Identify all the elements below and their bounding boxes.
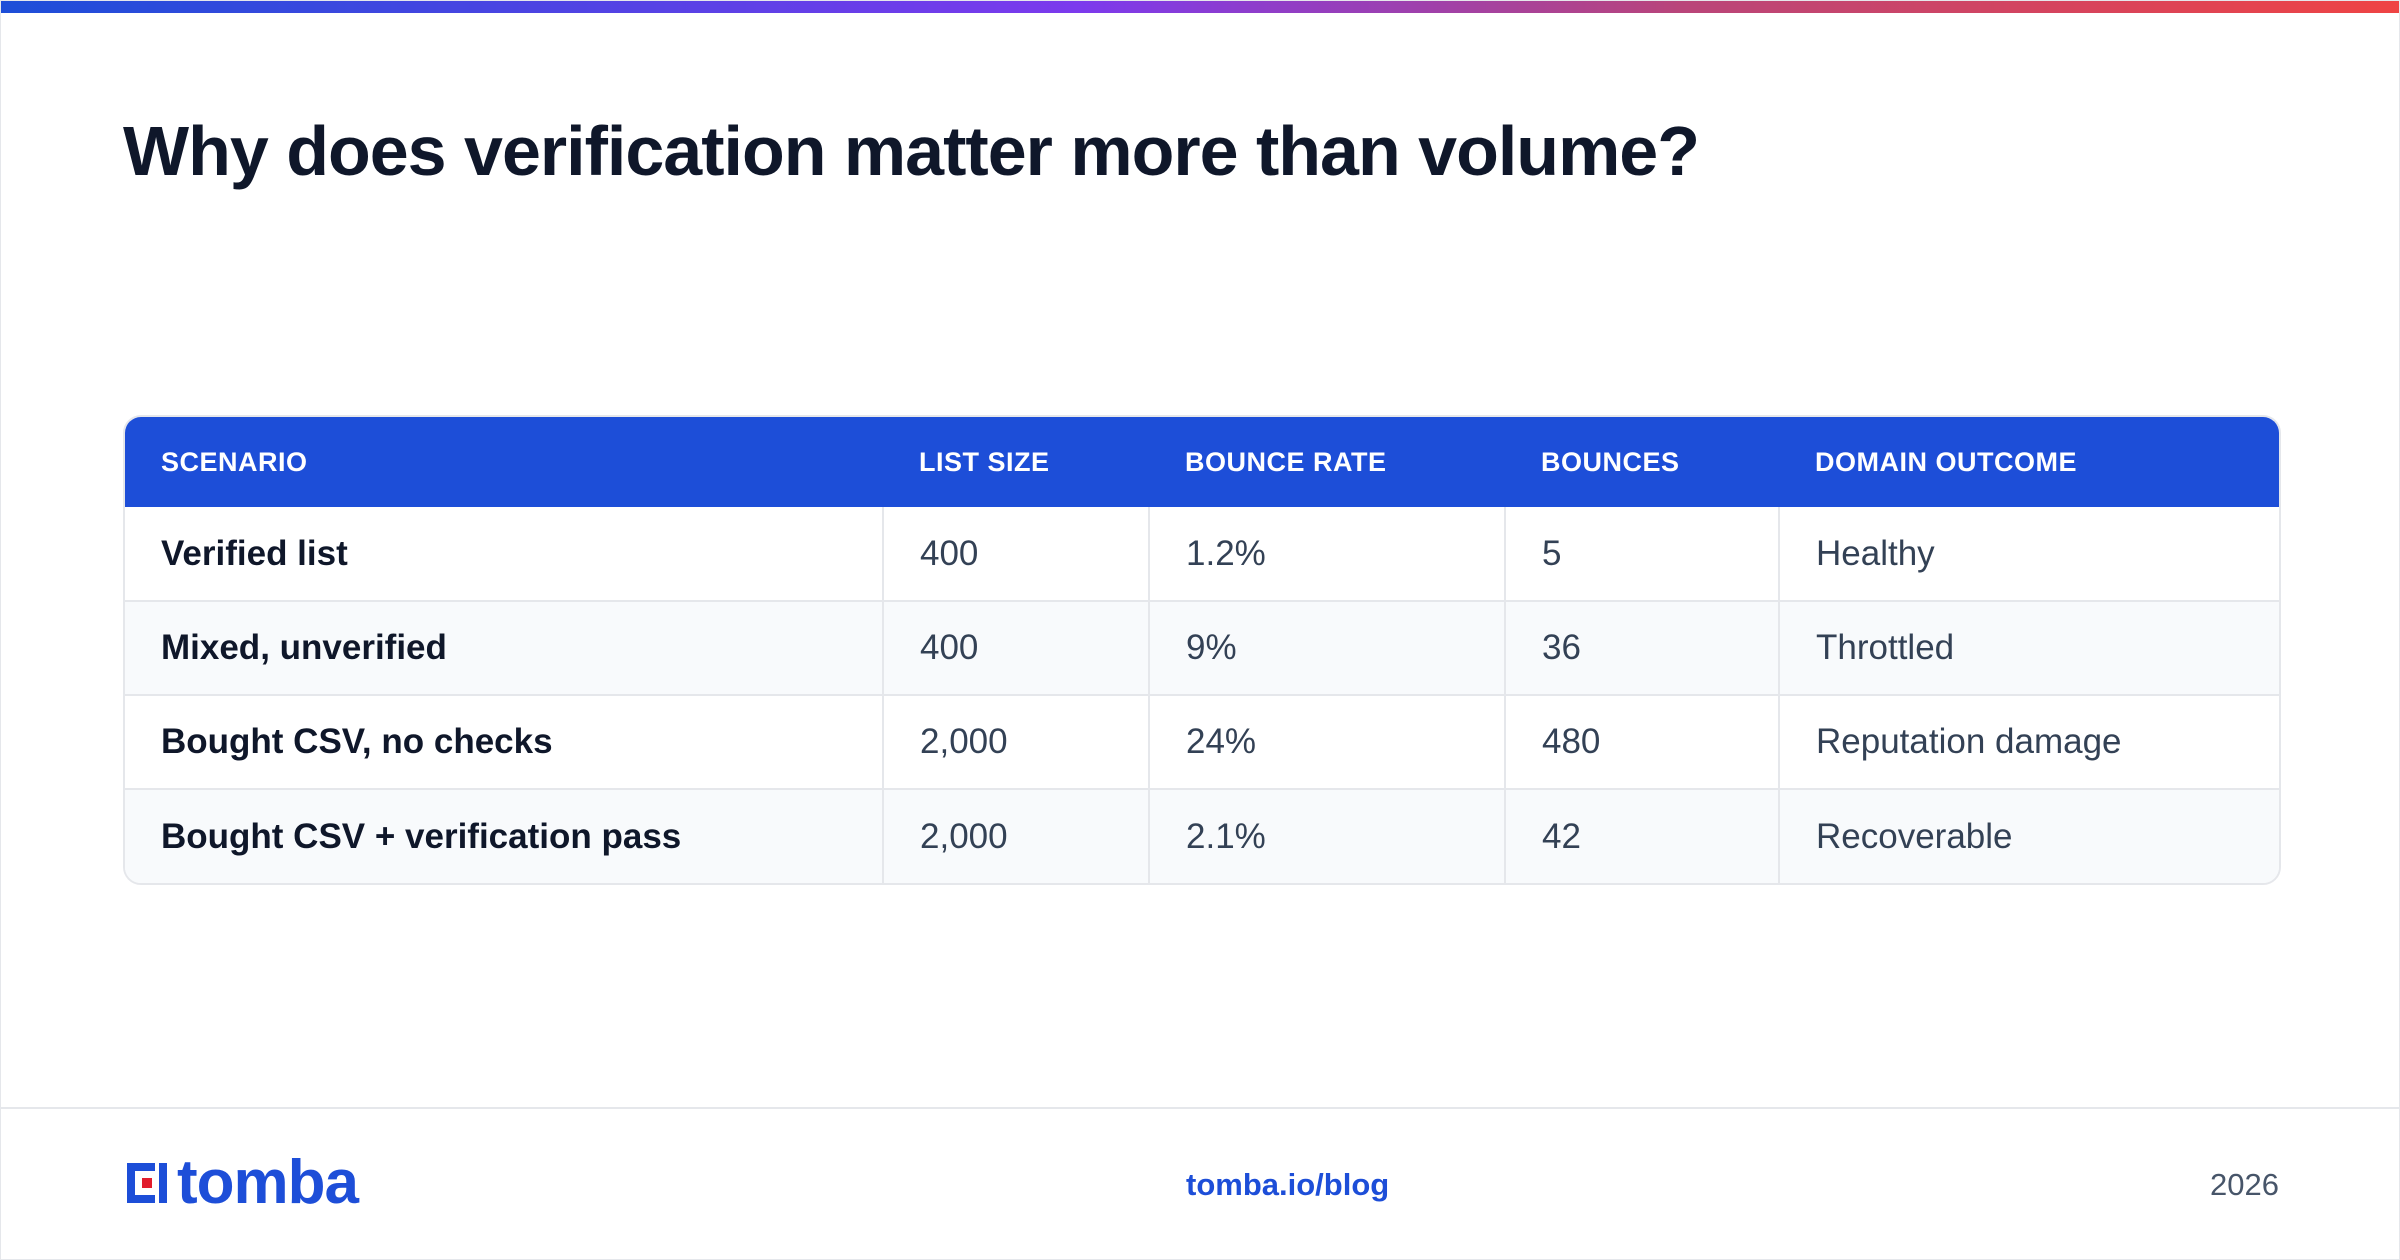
cell-bounces: 42	[1504, 788, 1779, 883]
cell-list-size: 2,000	[882, 694, 1149, 789]
cell-scenario: Bought CSV, no checks	[125, 694, 883, 789]
footer: tomba tomba.io/blog 2026	[1, 1107, 2399, 1259]
tomba-logo[interactable]: tomba	[123, 1148, 359, 1217]
cell-scenario: Verified list	[125, 507, 883, 601]
logo-wordmark: tomba	[177, 1148, 359, 1217]
table-row: Bought CSV + verification pass 2,000 2.1…	[125, 788, 2279, 883]
tomba-logo-icon	[123, 1159, 171, 1207]
table-row: Verified list 400 1.2% 5 Healthy	[125, 507, 2279, 601]
cell-bounces: 36	[1504, 600, 1779, 695]
cell-list-size: 400	[882, 600, 1149, 695]
header-list-size: LIST SIZE	[919, 446, 1050, 477]
header-scenario: SCENARIO	[161, 446, 308, 477]
cell-domain-outcome: Healthy	[1778, 507, 2279, 601]
gradient-top-bar	[1, 1, 2399, 13]
cell-domain-outcome: Reputation damage	[1778, 694, 2279, 789]
cell-domain-outcome: Throttled	[1778, 600, 2279, 695]
table-row: Bought CSV, no checks 2,000 24% 480 Repu…	[125, 694, 2279, 789]
header-bounces: BOUNCES	[1541, 446, 1680, 477]
cell-scenario: Mixed, unverified	[125, 600, 883, 695]
header-bounce-rate: BOUNCE RATE	[1185, 446, 1387, 477]
cell-bounce-rate: 24%	[1148, 694, 1505, 789]
cell-bounce-rate: 1.2%	[1148, 507, 1505, 601]
table-row: Mixed, unverified 400 9% 36 Throttled	[125, 600, 2279, 695]
cell-bounces: 480	[1504, 694, 1779, 789]
cell-scenario: Bought CSV + verification pass	[125, 788, 883, 883]
cell-list-size: 2,000	[882, 788, 1149, 883]
cell-list-size: 400	[882, 507, 1149, 601]
cell-bounces: 5	[1504, 507, 1779, 601]
cell-bounce-rate: 9%	[1148, 600, 1505, 695]
header-domain-outcome: DOMAIN OUTCOME	[1815, 446, 2077, 477]
table-header-row: SCENARIO LIST SIZE BOUNCE RATE BOUNCES D…	[125, 417, 2279, 507]
page-title: Why does verification matter more than v…	[123, 112, 1700, 190]
footer-year: 2026	[2210, 1167, 2279, 1202]
blog-link[interactable]: tomba.io/blog	[1186, 1167, 1390, 1202]
comparison-table: SCENARIO LIST SIZE BOUNCE RATE BOUNCES D…	[123, 415, 2281, 885]
cell-bounce-rate: 2.1%	[1148, 788, 1505, 883]
cell-domain-outcome: Recoverable	[1778, 788, 2279, 883]
